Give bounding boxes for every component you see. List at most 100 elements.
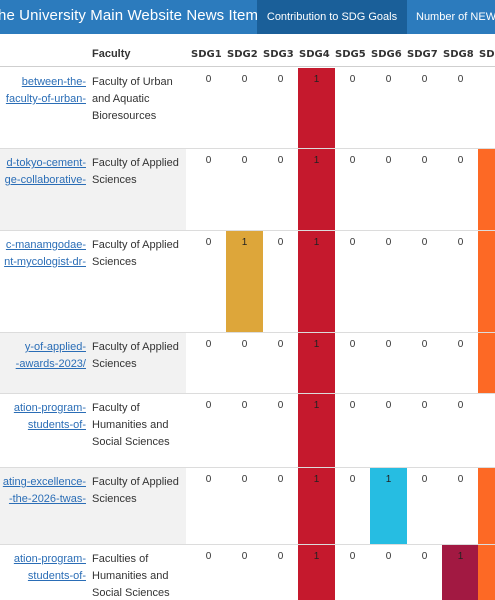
sdg5-cell: 0 bbox=[334, 468, 371, 544]
column-header-faculty[interactable]: Faculty bbox=[92, 48, 131, 60]
sdg-value: 0 bbox=[205, 74, 212, 85]
sdg7-cell: 0 bbox=[406, 68, 443, 148]
sdg4-cell: 1 bbox=[298, 545, 335, 600]
column-header-sdg6[interactable]: SDG6 bbox=[371, 49, 402, 60]
sdg2-cell: 0 bbox=[226, 149, 263, 230]
sdg9-cell bbox=[478, 333, 495, 393]
sdg-value: 0 bbox=[349, 155, 356, 166]
sdg-value bbox=[478, 333, 495, 339]
column-header-sdg9[interactable]: SDG bbox=[479, 49, 495, 60]
sdg-value: 0 bbox=[349, 400, 356, 411]
sdg-value bbox=[478, 68, 495, 74]
sdg-value: 0 bbox=[457, 400, 464, 411]
sdg-value: 1 bbox=[313, 400, 320, 411]
sdg6-cell: 1 bbox=[370, 468, 407, 544]
column-header-sdg8[interactable]: SDG8 bbox=[443, 49, 474, 60]
sdg-value bbox=[478, 149, 495, 155]
news-url-link[interactable]: ating-excellence- -the-2026-twas- bbox=[0, 474, 86, 508]
faculty-cell: Faculty of Applied Sciences bbox=[92, 341, 179, 370]
news-url-line: ation-program- bbox=[13, 402, 86, 414]
sdg-value: 0 bbox=[241, 155, 248, 166]
sdg8-cell: 0 bbox=[442, 149, 479, 230]
sdg8-cell: 0 bbox=[442, 394, 479, 467]
sdg3-cell: 0 bbox=[262, 468, 299, 544]
table-row: ation-program-students-of- Faculty of Hum… bbox=[0, 394, 495, 468]
sdg-value bbox=[478, 231, 495, 237]
sdg5-cell: 0 bbox=[334, 394, 371, 467]
sdg8-cell: 0 bbox=[442, 231, 479, 332]
sdg-value: 0 bbox=[241, 339, 248, 350]
news-url-link[interactable]: between-the-faculty-of-urban- bbox=[0, 74, 86, 108]
column-header-sdg2[interactable]: SDG2 bbox=[227, 49, 258, 60]
column-header-sdg3[interactable]: SDG3 bbox=[263, 49, 294, 60]
news-url-link[interactable]: d-tokyo-cement-ge-collaborative- bbox=[0, 155, 86, 189]
sdg7-cell: 0 bbox=[406, 149, 443, 230]
sdg-value: 0 bbox=[277, 400, 284, 411]
sdg-value: 0 bbox=[421, 155, 428, 166]
sdg1-cell: 0 bbox=[190, 545, 227, 600]
sdg7-cell: 0 bbox=[406, 333, 443, 393]
news-url-line: -awards-2023/ bbox=[15, 358, 86, 370]
sdg2-cell: 0 bbox=[226, 545, 263, 600]
row-shading bbox=[0, 468, 186, 544]
table-row: ating-excellence- -the-2026-twas- Faculty … bbox=[0, 468, 495, 545]
news-url-link[interactable]: ation-program-students-of- bbox=[0, 400, 86, 434]
sdg-value: 1 bbox=[313, 237, 320, 248]
sdg-value: 0 bbox=[277, 339, 284, 350]
sdg-value: 0 bbox=[421, 400, 428, 411]
sdg-value: 0 bbox=[349, 74, 356, 85]
column-header-sdg7[interactable]: SDG7 bbox=[407, 49, 438, 60]
sdg2-cell: 0 bbox=[226, 333, 263, 393]
sdg6-cell: 0 bbox=[370, 394, 407, 467]
news-url-link[interactable]: y-of-applied- -awards-2023/ bbox=[0, 339, 86, 373]
sdg8-cell: 0 bbox=[442, 68, 479, 148]
sdg5-cell: 0 bbox=[334, 545, 371, 600]
news-url-line: ation-program- bbox=[13, 553, 86, 565]
news-url-line: -the-2026-twas- bbox=[8, 493, 86, 505]
faculty-cell: Faculty of Humanities and Social Science… bbox=[92, 402, 170, 448]
sdg-value: 1 bbox=[457, 551, 464, 562]
faculty-cell: Faculties of Humanities and Social Scien… bbox=[92, 553, 170, 599]
sdg4-cell: 1 bbox=[298, 149, 335, 230]
sdg-value: 0 bbox=[349, 237, 356, 248]
sdg4-cell: 1 bbox=[298, 468, 335, 544]
news-url-link[interactable]: c-manamgodae-nt-mycologist-dr- bbox=[0, 237, 86, 271]
news-url-line: nt-mycologist-dr- bbox=[4, 256, 86, 268]
sdg-value: 0 bbox=[205, 237, 212, 248]
column-header-sdg4[interactable]: SDG4 bbox=[299, 49, 330, 60]
tab-contribution-to-sdg-goals[interactable]: Contribution to SDG Goals bbox=[257, 0, 407, 34]
sdg-value: 0 bbox=[241, 400, 248, 411]
sdg6-cell: 0 bbox=[370, 231, 407, 332]
sdg-value: 0 bbox=[421, 551, 428, 562]
sdg-value: 0 bbox=[457, 339, 464, 350]
tab-number-of-new[interactable]: Number of NEW bbox=[416, 11, 495, 23]
sdg-value bbox=[478, 394, 495, 400]
sdg9-cell bbox=[478, 545, 495, 600]
news-url-line: c-manamgodae- bbox=[5, 239, 86, 251]
sdg-value: 0 bbox=[421, 339, 428, 350]
sdg-value bbox=[478, 545, 495, 551]
sdg2-cell: 0 bbox=[226, 68, 263, 148]
sdg9-cell bbox=[478, 68, 495, 148]
news-url-link[interactable]: ation-program-students-of- bbox=[0, 551, 86, 585]
sdg-value: 0 bbox=[277, 551, 284, 562]
column-header-sdg5[interactable]: SDG5 bbox=[335, 49, 366, 60]
sdg-value: 1 bbox=[241, 237, 248, 248]
sdg4-cell: 1 bbox=[298, 333, 335, 393]
faculty-cell: Faculty of Applied Sciences bbox=[92, 476, 179, 505]
sdg-value: 1 bbox=[313, 474, 320, 485]
sdg-value: 0 bbox=[241, 74, 248, 85]
sdg-value: 0 bbox=[457, 155, 464, 166]
sdg-value: 1 bbox=[313, 155, 320, 166]
sdg3-cell: 0 bbox=[262, 394, 299, 467]
row-shading bbox=[0, 333, 186, 393]
sdg1-cell: 0 bbox=[190, 68, 227, 148]
sdg2-cell: 0 bbox=[226, 394, 263, 467]
table-row: y-of-applied- -awards-2023/Faculty of App… bbox=[0, 333, 495, 394]
sdg-value: 0 bbox=[385, 237, 392, 248]
column-header-sdg1[interactable]: SDG1 bbox=[191, 49, 222, 60]
sdg-value: 0 bbox=[205, 551, 212, 562]
sdg7-cell: 0 bbox=[406, 231, 443, 332]
sdg1-cell: 0 bbox=[190, 149, 227, 230]
sdg3-cell: 0 bbox=[262, 68, 299, 148]
